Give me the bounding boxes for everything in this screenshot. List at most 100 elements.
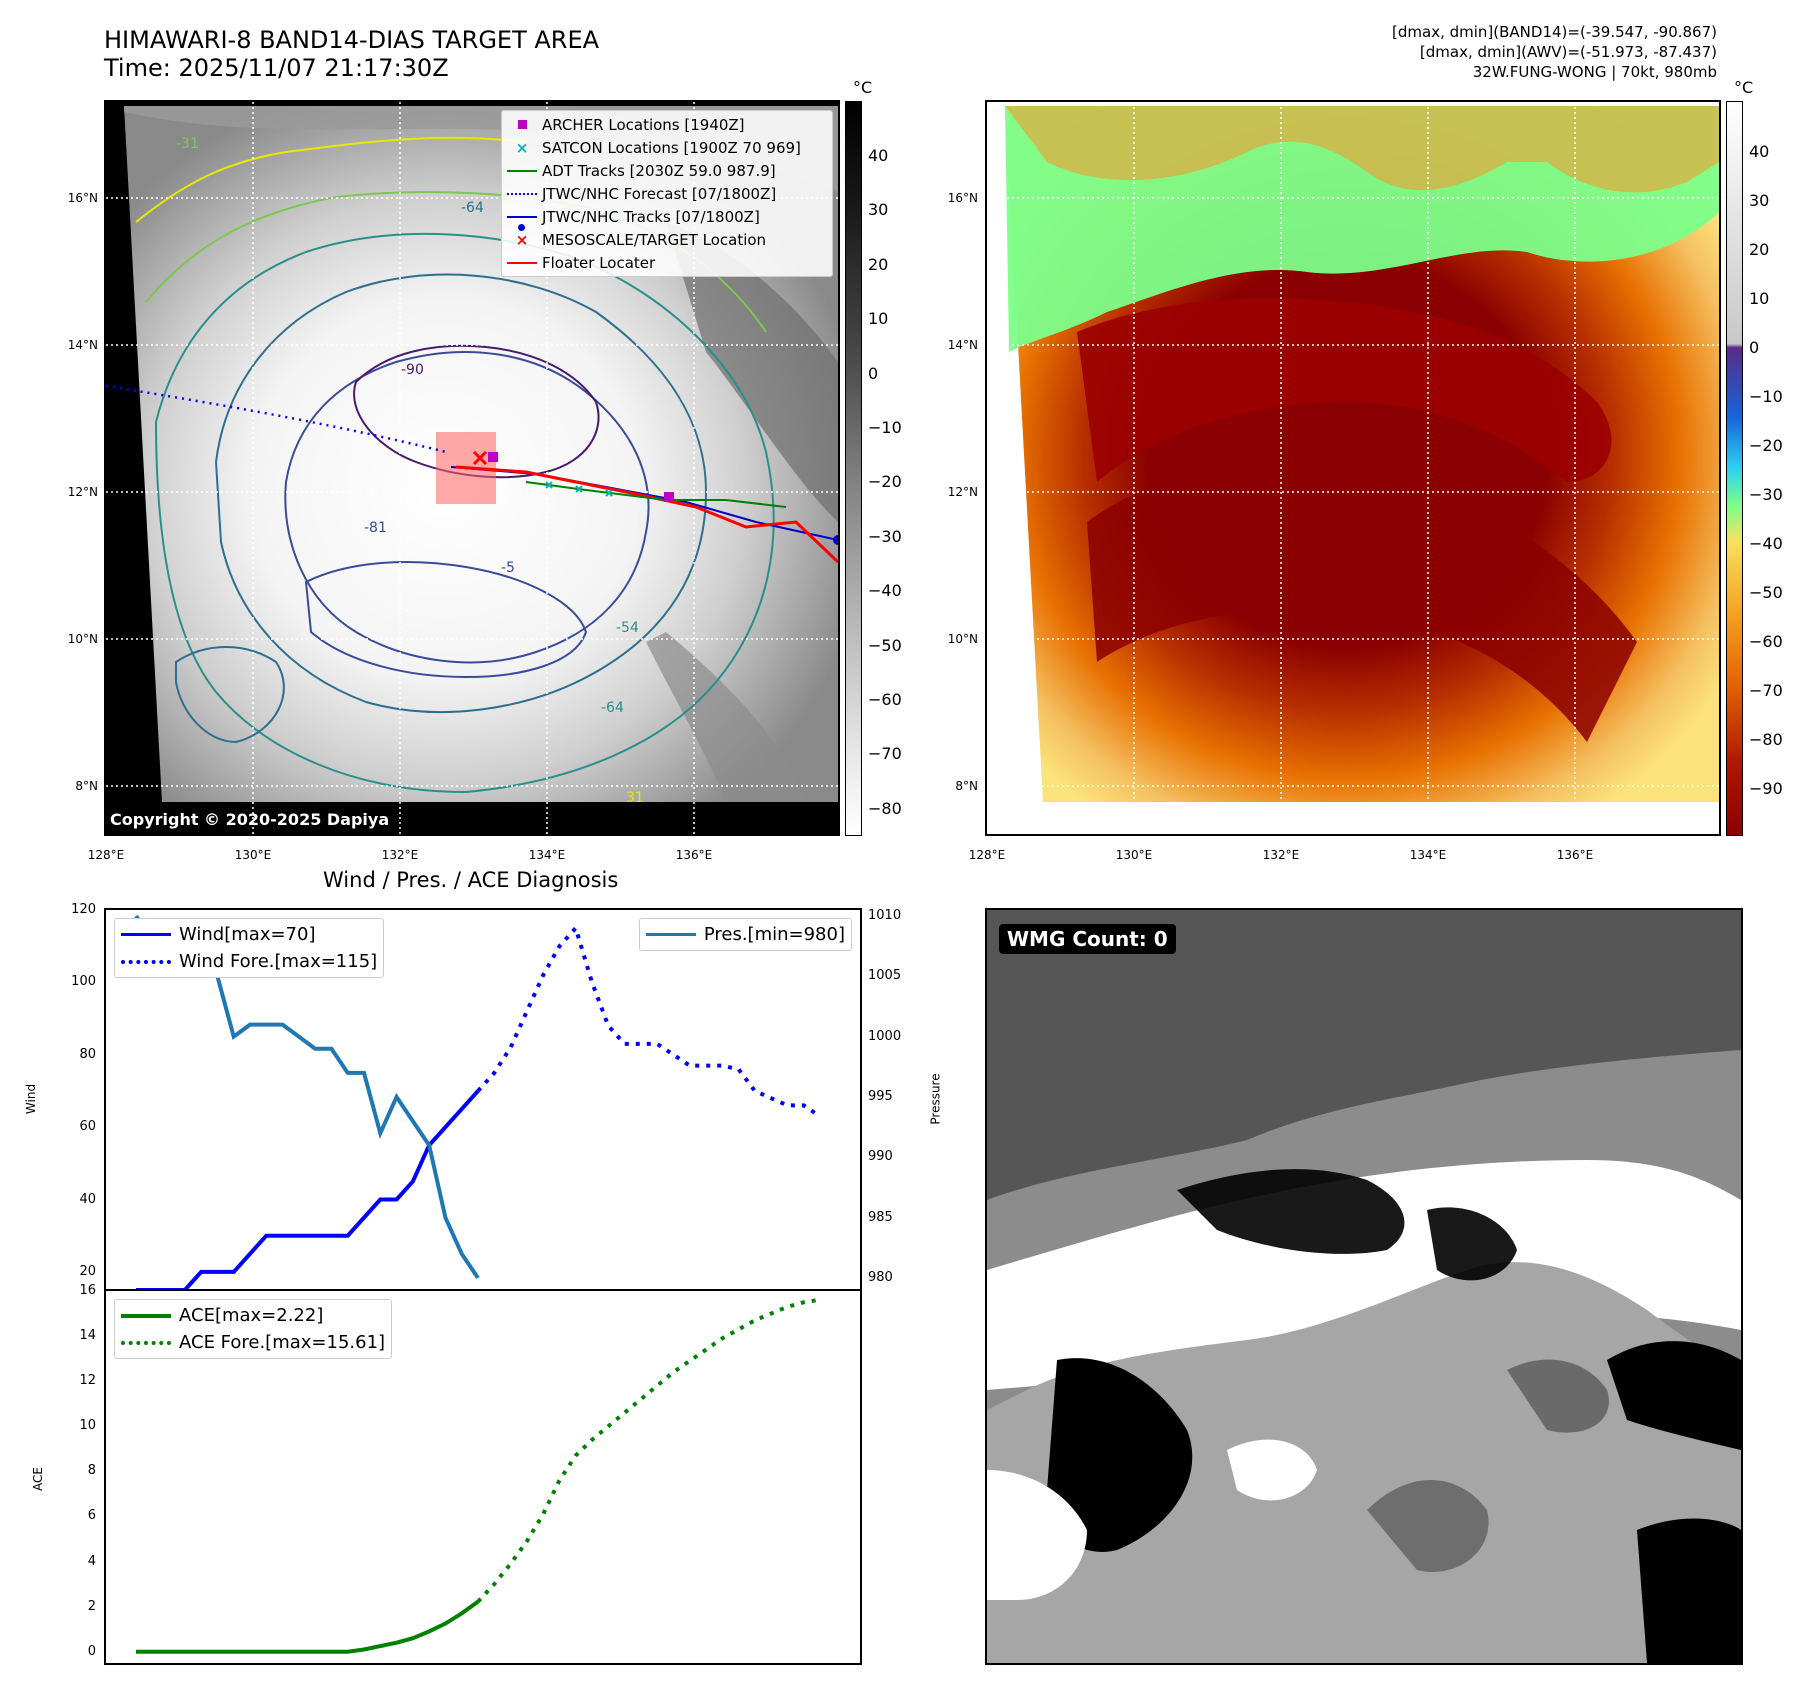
wind-tick: 80 bbox=[79, 1046, 96, 1062]
dotted-line-icon bbox=[502, 192, 542, 195]
legend-entry-wind-forecast: Wind Fore.[max=115] bbox=[121, 948, 377, 975]
legend-label: JTWC/NHC Forecast [07/1800Z] bbox=[542, 184, 777, 203]
gray-colorbar-tick: −60 bbox=[868, 690, 902, 709]
legend-label: JTWC/NHC Tracks [07/1800Z] bbox=[542, 207, 760, 226]
legend-entry-floater: Floater Locater bbox=[502, 251, 832, 274]
color-colorbar-tick: −70 bbox=[1749, 681, 1783, 700]
pressure-axis-label: Pressure bbox=[928, 1073, 943, 1125]
color-colorbar-tick: −40 bbox=[1749, 534, 1783, 553]
pressure-tick: 1000 bbox=[868, 1028, 902, 1044]
wmg-image bbox=[987, 910, 1741, 1663]
color-colorbar bbox=[1726, 101, 1743, 836]
line-icon bbox=[121, 933, 171, 936]
dotted-line-icon bbox=[121, 959, 171, 964]
map-gridlines bbox=[987, 102, 1719, 834]
stat-line-band14: [dmax, dmin](BAND14)=(-39.547, -90.867) bbox=[1392, 23, 1717, 41]
series-line-1 bbox=[476, 1297, 821, 1604]
ace-tick: 4 bbox=[87, 1553, 96, 1569]
gray-colorbar-tick: −30 bbox=[868, 526, 902, 546]
lat-label: 8°N bbox=[75, 779, 98, 793]
legend-entry-jtwc-tracks: JTWC/NHC Tracks [07/1800Z] bbox=[502, 205, 832, 231]
legend-entry-pressure: Pres.[min=980] bbox=[645, 921, 845, 948]
gray-colorbar-tick: 10 bbox=[868, 309, 889, 329]
lat-label: 10°N bbox=[67, 632, 98, 646]
pressure-legend: Pres.[min=980] bbox=[638, 918, 852, 951]
wind-tick: 120 bbox=[71, 902, 96, 917]
gray-colorbar-tick: 30 bbox=[868, 200, 889, 220]
color-colorbar-tick: −90 bbox=[1749, 779, 1783, 798]
ace-tick: 16 bbox=[79, 1283, 96, 1298]
copyright-text: Copyright © 2020-2025 Dapiya bbox=[110, 810, 390, 829]
legend-entry-wind: Wind[max=70] bbox=[121, 921, 377, 948]
lon-label: 134°E bbox=[528, 848, 566, 862]
dotted-line-icon bbox=[121, 1340, 171, 1345]
legend-label: Wind[max=70] bbox=[179, 924, 316, 945]
stat-line-storm: 32W.FUNG-WONG | 70kt, 980mb bbox=[1472, 63, 1717, 81]
color-colorbar-tick: −10 bbox=[1749, 387, 1783, 406]
diagnosis-title: Wind / Pres. / ACE Diagnosis bbox=[323, 868, 619, 892]
pressure-tick: 980 bbox=[868, 1269, 893, 1285]
series-line-0 bbox=[136, 1089, 480, 1289]
enhanced-map-image bbox=[987, 102, 1719, 834]
legend-label: ARCHER Locations [1940Z] bbox=[542, 115, 745, 134]
stats-block: [dmax, dmin](BAND14)=(-39.547, -90.867) … bbox=[1392, 22, 1717, 82]
legend-entry-satcon: × SATCON Locations [1900Z 70 969] bbox=[502, 136, 832, 159]
color-colorbar-tick: 30 bbox=[1749, 191, 1770, 210]
mesoscale-target-marker bbox=[472, 450, 488, 466]
pressure-tick: 995 bbox=[868, 1088, 893, 1104]
gray-colorbar-tick: −10 bbox=[868, 418, 902, 437]
gray-colorbar-tick: −50 bbox=[868, 635, 902, 655]
color-colorbar-tick: −30 bbox=[1749, 485, 1783, 504]
legend-label: SATCON Locations [1900Z 70 969] bbox=[542, 138, 801, 157]
legend-label: ADT Tracks [2030Z 59.0 987.9] bbox=[542, 161, 776, 180]
legend-entry-adt: ADT Tracks [2030Z 59.0 987.9] bbox=[502, 159, 832, 182]
ace-tick: 6 bbox=[87, 1508, 96, 1524]
lat-label: 14°N bbox=[67, 338, 98, 352]
colorbar-unit: °C bbox=[1734, 78, 1754, 97]
color-colorbar-tick: 0 bbox=[1749, 338, 1760, 357]
x-marker-icon: × bbox=[515, 138, 529, 157]
legend-label: ACE Fore.[max=15.61] bbox=[179, 1332, 386, 1353]
jtwc-track-point bbox=[833, 535, 838, 545]
line-dot-icon bbox=[502, 215, 542, 231]
title-line-2: Time: 2025/11/07 21:17:30Z bbox=[104, 54, 449, 82]
ace-tick: 12 bbox=[79, 1373, 96, 1389]
legend-entry-ace: ACE[max=2.22] bbox=[121, 1302, 385, 1329]
map-legend: ARCHER Locations [1940Z] × SATCON Locati… bbox=[501, 110, 833, 277]
legend-entry-archer: ARCHER Locations [1940Z] bbox=[502, 113, 832, 136]
color-colorbar-tick: 10 bbox=[1749, 289, 1770, 308]
wind-pres-panel: Wind[max=70] Wind Fore.[max=115] Pres.[m… bbox=[104, 908, 862, 1290]
ace-tick: 14 bbox=[79, 1328, 96, 1344]
lat-label: 12°N bbox=[947, 485, 978, 499]
gray-colorbar-tick: 40 bbox=[868, 146, 889, 165]
ir-map-panel: -31 -64 -90 -81 -54 -5 31 -64 bbox=[104, 100, 840, 836]
ace-panel: ACE[max=2.22] ACE Fore.[max=15.61] bbox=[104, 1289, 862, 1665]
color-colorbar-tick: 20 bbox=[1749, 240, 1770, 259]
contour-label: -81 bbox=[364, 520, 387, 536]
wmg-count-badge: WMG Count: 0 bbox=[999, 924, 1176, 954]
legend-label: Pres.[min=980] bbox=[703, 924, 845, 945]
legend-label: ACE[max=2.22] bbox=[179, 1305, 324, 1326]
legend-label: MESOSCALE/TARGET Location bbox=[542, 230, 767, 249]
ace-plot bbox=[136, 1297, 821, 1654]
gray-colorbar-tick: 20 bbox=[868, 254, 889, 274]
gray-colorbar-tick: −80 bbox=[868, 798, 902, 818]
lat-label: 16°N bbox=[67, 191, 98, 205]
ace-tick: 2 bbox=[87, 1598, 96, 1614]
pressure-tick: 990 bbox=[868, 1149, 893, 1165]
contour-label: -54 bbox=[616, 620, 639, 636]
satcon-markers bbox=[545, 481, 613, 497]
color-colorbar-tick: −80 bbox=[1749, 730, 1783, 749]
lon-label: 128°E bbox=[968, 848, 1006, 862]
color-colorbar-tick: −60 bbox=[1749, 632, 1783, 651]
wind-axis-label: Wind bbox=[24, 1083, 39, 1115]
line-icon bbox=[502, 261, 542, 264]
lon-label: 132°E bbox=[1262, 848, 1300, 862]
gray-colorbar-tick: 0 bbox=[868, 363, 879, 383]
pressure-tick: 1010 bbox=[868, 908, 902, 924]
lat-label: 8°N bbox=[955, 779, 978, 793]
ace-tick: 10 bbox=[79, 1418, 96, 1434]
line-icon bbox=[502, 169, 542, 172]
line-icon bbox=[645, 933, 696, 936]
lon-label: 128°E bbox=[87, 848, 125, 862]
